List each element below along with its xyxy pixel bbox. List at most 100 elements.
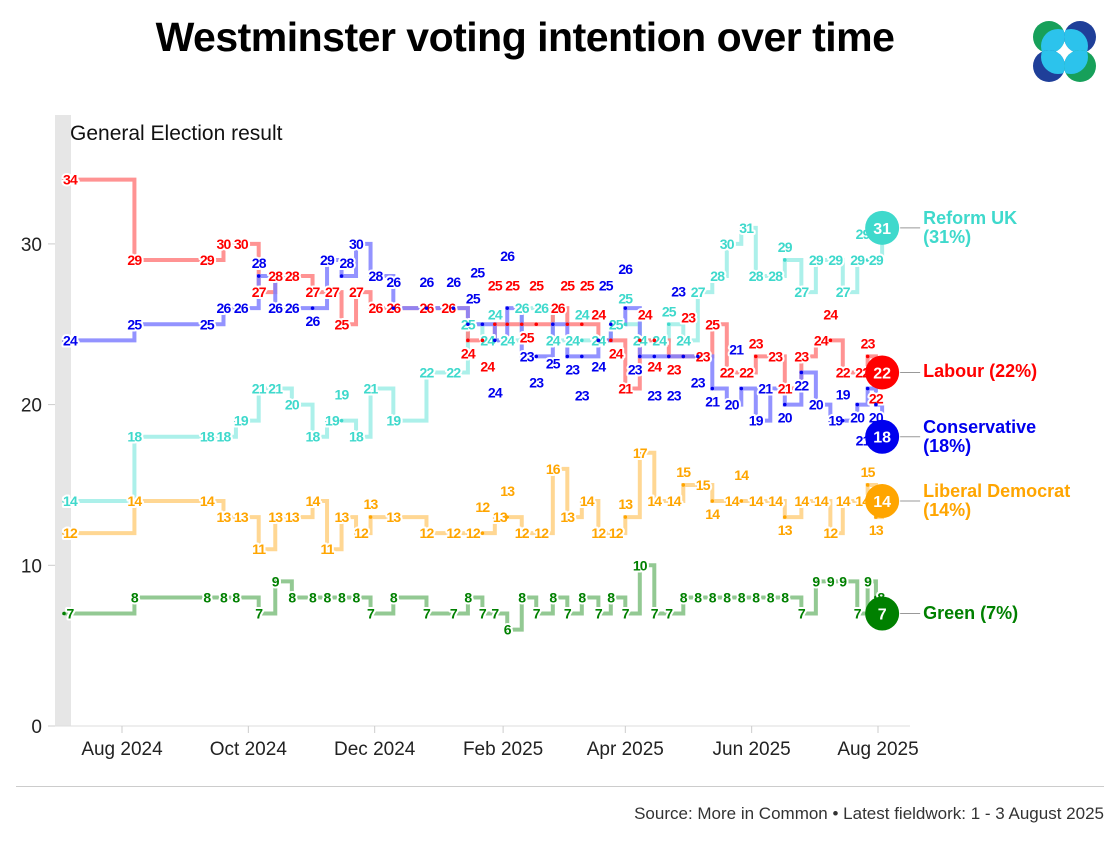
data-point (466, 338, 470, 343)
data-label: 19 (749, 413, 764, 429)
data-label: 15 (861, 464, 876, 480)
data-label: 26 (306, 313, 321, 329)
data-label: 7 (450, 606, 458, 622)
data-label: 23 (696, 348, 711, 364)
data-label: 7 (595, 606, 603, 622)
data-label: 8 (131, 589, 139, 605)
data-label: 25 (505, 277, 520, 293)
data-label: 7 (533, 606, 541, 622)
data-label: 8 (518, 589, 526, 605)
data-label: 7 (423, 606, 431, 622)
data-point (623, 611, 628, 616)
data-label: 14 (200, 493, 215, 509)
data-point (580, 322, 584, 327)
general-election-band (55, 115, 71, 726)
data-point (696, 483, 700, 487)
data-label: 23 (861, 335, 876, 351)
data-label: 24 (647, 358, 662, 374)
data-label: 7 (798, 606, 806, 622)
data-label: 26 (618, 261, 633, 277)
data-point (840, 499, 845, 503)
data-label: 25 (520, 329, 535, 345)
data-point (814, 402, 818, 407)
x-tick-label: Aug 2024 (81, 739, 163, 760)
data-point (493, 611, 497, 616)
data-point (234, 595, 238, 600)
data-label: 6 (504, 622, 512, 638)
data-label: 22 (739, 364, 754, 380)
data-label: 7 (651, 606, 659, 622)
data-point (205, 595, 209, 600)
data-label: 25 (529, 277, 544, 293)
data-point (725, 595, 729, 600)
data-label: 19 (828, 413, 843, 429)
data-label: 26 (234, 300, 249, 316)
data-point (480, 338, 485, 343)
data-point (768, 595, 773, 600)
data-point (609, 531, 613, 535)
data-point (710, 386, 715, 391)
data-point (865, 258, 870, 262)
data-point (782, 258, 787, 262)
data-point (840, 418, 845, 423)
data-point (739, 499, 744, 503)
y-tick-label: 10 (21, 556, 42, 577)
data-point (865, 579, 870, 584)
data-point (855, 611, 860, 616)
data-label: 24 (609, 345, 624, 361)
data-label: 12 (823, 525, 838, 541)
data-label: 9 (272, 573, 280, 589)
data-point (710, 595, 715, 600)
data-point (234, 418, 238, 423)
data-point (132, 258, 137, 262)
data-label: 27 (836, 284, 851, 300)
data-label: 24 (488, 384, 503, 400)
data-label: 14 (814, 493, 829, 509)
data-label: 12 (446, 525, 461, 541)
data-label: 26 (446, 274, 461, 290)
logo-icon (1033, 21, 1096, 82)
data-point (519, 354, 524, 359)
data-label: 18 (349, 429, 364, 445)
data-point (368, 386, 373, 391)
data-label: 25 (599, 277, 614, 293)
data-label: 25 (200, 316, 215, 332)
data-label: 20 (809, 397, 824, 413)
data-point (710, 499, 715, 503)
data-point (451, 306, 456, 310)
data-label: 20 (778, 410, 793, 426)
data-label: 27 (306, 284, 321, 300)
data-point (753, 274, 758, 278)
data-point (725, 370, 729, 375)
data-point (799, 354, 804, 359)
data-label: 26 (268, 300, 283, 316)
data-label: 25 (127, 316, 142, 332)
data-label: 12 (419, 525, 434, 541)
data-point (865, 483, 870, 487)
data-point (534, 306, 539, 310)
data-label: 26 (500, 248, 515, 264)
data-point (424, 370, 429, 375)
data-point (652, 499, 657, 503)
data-label: 27 (349, 284, 364, 300)
data-label: 14 (734, 467, 749, 483)
data-point (652, 338, 657, 343)
data-label: 24 (575, 306, 590, 322)
data-label: 24 (63, 332, 78, 348)
x-tick-label: Jun 2025 (713, 739, 791, 760)
data-point (696, 595, 700, 600)
data-point (814, 579, 818, 584)
data-point (256, 386, 261, 391)
data-point (62, 531, 66, 535)
data-point (310, 434, 315, 439)
data-label: 13 (778, 522, 793, 538)
data-label: 26 (441, 300, 456, 316)
data-point (325, 595, 329, 600)
data-label: 14 (749, 493, 764, 509)
data-label: 8 (338, 589, 346, 605)
data-point (310, 306, 315, 310)
data-label: 7 (622, 606, 630, 622)
data-label: 7 (67, 606, 75, 622)
data-point (273, 306, 278, 310)
data-label: 29 (778, 239, 793, 255)
